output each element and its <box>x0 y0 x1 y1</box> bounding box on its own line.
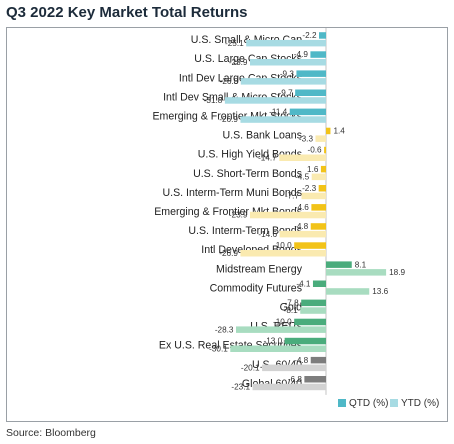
ytd-bar <box>249 211 326 219</box>
legend-swatch-ytd <box>390 399 398 407</box>
qtd-bar <box>326 261 352 268</box>
legend-label: YTD (%) <box>401 398 439 409</box>
qtd-bar <box>320 165 326 173</box>
data-label: -23.1 <box>231 383 250 392</box>
ytd-bar <box>240 250 326 257</box>
ytd-bar <box>246 39 326 47</box>
chart-frame <box>6 27 448 422</box>
ytd-bar <box>311 173 326 181</box>
ytd-bar <box>315 135 326 142</box>
category-label: U.S. Interm-Term Bonds <box>188 225 302 237</box>
qtd-bar <box>294 318 326 326</box>
data-label: 8.1 <box>355 260 367 269</box>
data-label: -26.8 <box>220 77 239 86</box>
data-label: -8.1 <box>284 306 299 315</box>
ytd-bar <box>301 192 326 200</box>
ytd-bar <box>224 97 326 104</box>
data-label: -13.0 <box>263 337 282 346</box>
ytd-bar <box>249 59 326 66</box>
qtd-bar <box>324 146 326 154</box>
qtd-bar <box>296 70 326 77</box>
ytd-bar <box>279 230 326 238</box>
ytd-bar <box>240 78 326 85</box>
data-label: -28.3 <box>215 325 234 334</box>
ytd-bar <box>300 307 326 314</box>
data-label: -11.4 <box>269 108 287 117</box>
legend-label: QTD (%) <box>349 398 388 409</box>
chart-title: Q3 2022 Key Market Total Returns <box>6 4 248 21</box>
data-label: -3.3 <box>299 134 314 143</box>
data-label: -30.1 <box>209 344 228 353</box>
data-label: -14.6 <box>258 230 277 239</box>
category-label: Gold <box>280 301 302 313</box>
ytd-bar <box>236 326 326 333</box>
data-label: -7.7 <box>285 192 300 201</box>
data-label: -4.8 <box>294 356 309 365</box>
data-label: -0.6 <box>307 146 322 155</box>
category-label: U.S. Short-Term Bonds <box>193 168 302 180</box>
data-label: -26.9 <box>219 249 238 258</box>
data-label: -4.9 <box>294 50 309 59</box>
qtd-bar <box>311 204 326 211</box>
qtd-bar <box>319 32 326 39</box>
qtd-bar <box>326 127 331 135</box>
qtd-bar <box>295 89 326 96</box>
category-label: Midstream Energy <box>216 263 303 275</box>
data-label: -4.1 <box>296 279 311 288</box>
ytd-bar <box>240 116 326 123</box>
data-label: 13.6 <box>372 287 388 296</box>
qtd-bar <box>301 299 326 307</box>
ytd-bar <box>279 154 326 161</box>
data-label: -23.9 <box>229 211 248 220</box>
data-label: -4.8 <box>294 222 309 231</box>
ytd-bar <box>252 383 326 391</box>
ytd-bar <box>262 364 326 372</box>
data-label: -20.1 <box>241 364 260 373</box>
ytd-bar <box>326 269 387 276</box>
data-label: 1.6 <box>307 165 319 174</box>
data-label: -9.3 <box>280 69 295 78</box>
qtd-bar <box>304 376 326 383</box>
qtd-bar <box>312 280 326 287</box>
category-label: U.S. Interm-Term Muni Bonds <box>162 187 302 199</box>
data-label: 18.9 <box>389 268 405 277</box>
data-label: 1.4 <box>333 127 345 136</box>
data-label: -31.8 <box>204 96 223 105</box>
qtd-bar <box>310 51 326 58</box>
data-label: -7.8 <box>285 299 300 308</box>
qtd-bar <box>289 108 326 116</box>
category-label: Commodity Futures <box>210 282 302 294</box>
qtd-bar <box>284 337 326 345</box>
qtd-bar <box>294 242 326 249</box>
ytd-bar <box>326 288 370 295</box>
data-label: -10.0 <box>273 241 292 250</box>
qtd-bar <box>318 185 326 192</box>
category-label: U.S. High Yield Bonds <box>198 149 302 161</box>
data-label: -2.2 <box>302 31 317 40</box>
data-label: -9.7 <box>279 88 294 97</box>
data-label: -10.0 <box>273 318 292 327</box>
data-label: -14.7 <box>258 153 277 162</box>
qtd-bar <box>310 356 326 364</box>
data-label: -6.8 <box>288 375 303 384</box>
ytd-bar <box>230 345 326 352</box>
data-label: -4.6 <box>295 203 310 212</box>
legend-swatch-qtd <box>338 399 346 407</box>
source-note: Source: Bloomberg <box>6 427 96 439</box>
data-label: -26.9 <box>219 115 238 124</box>
data-label: -2.3 <box>302 184 317 193</box>
data-label: -25.1 <box>225 39 244 48</box>
category-label: U.S. Bank Loans <box>223 130 303 142</box>
data-label: -4.5 <box>295 173 310 182</box>
qtd-bar <box>310 223 326 230</box>
data-label: -23.9 <box>229 58 248 67</box>
